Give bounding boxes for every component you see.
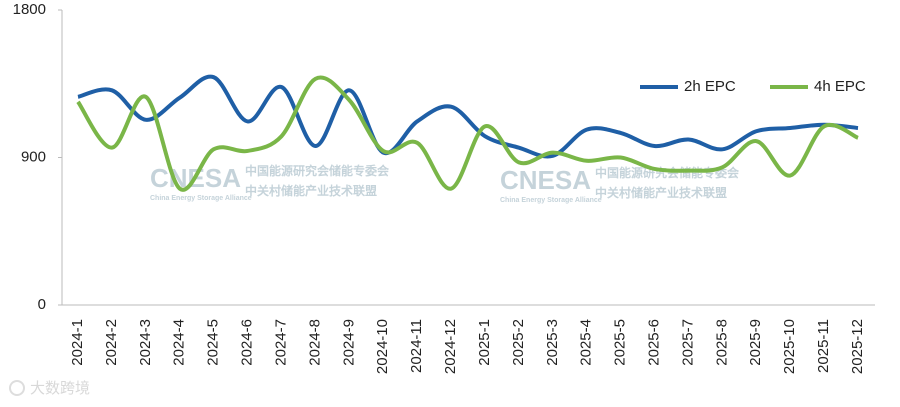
x-tick-label: 2024-8 bbox=[306, 319, 323, 366]
x-tick-label: 2024-2 bbox=[103, 319, 120, 366]
x-tick-label: 2024-5 bbox=[205, 319, 222, 366]
watermark: CNESA bbox=[500, 165, 591, 195]
series-line bbox=[76, 75, 859, 192]
x-tick-label: 2025-12 bbox=[849, 319, 866, 374]
x-tick-label: 2024-12 bbox=[442, 319, 459, 374]
x-tick-label: 2024-7 bbox=[272, 319, 289, 366]
series-line bbox=[77, 74, 859, 159]
x-tick-label: 2025-5 bbox=[612, 319, 629, 366]
x-tick-label: 2024-4 bbox=[171, 319, 188, 366]
watermark: China Energy Storage Alliance bbox=[150, 195, 252, 202]
x-tick-label: 2024-9 bbox=[340, 319, 357, 366]
x-tick-label: 2025-9 bbox=[747, 319, 764, 366]
x-tick-label: 2025-10 bbox=[781, 319, 798, 374]
x-tick-label: 2025-2 bbox=[510, 319, 527, 366]
logo-icon bbox=[9, 380, 25, 396]
x-tick-label: 2025-1 bbox=[476, 319, 493, 366]
x-tick-label: 2024-3 bbox=[137, 319, 154, 366]
watermark: 中关村储能产业技术联盟 bbox=[245, 183, 377, 198]
y-tick-label: 900 bbox=[21, 148, 46, 165]
x-tick-label: 2024-10 bbox=[374, 319, 391, 374]
logo-text: 大数跨境 bbox=[30, 379, 90, 397]
x-tick-label: 2024-11 bbox=[408, 319, 425, 373]
x-tick-label: 2025-8 bbox=[713, 319, 730, 366]
x-tick-label: 2025-3 bbox=[544, 319, 561, 366]
y-tick-label: 0 bbox=[38, 296, 46, 313]
y-tick-label: 1800 bbox=[13, 1, 46, 18]
x-tick-label: 2024-1 bbox=[69, 319, 86, 366]
legend-label: 2h EPC bbox=[684, 78, 736, 95]
watermark: China Energy Storage Alliance bbox=[500, 197, 602, 204]
x-tick-label: 2024-6 bbox=[239, 319, 256, 366]
x-tick-label: 2025-4 bbox=[578, 319, 595, 366]
watermark: 中国能源研究会储能专委会 bbox=[245, 163, 390, 178]
legend-label: 4h EPC bbox=[814, 78, 866, 95]
x-tick-label: 2025-11 bbox=[815, 319, 832, 373]
x-tick-label: 2025-6 bbox=[645, 319, 662, 366]
watermark: 中关村储能产业技术联盟 bbox=[595, 185, 727, 200]
x-tick-label: 2025-7 bbox=[679, 319, 696, 366]
